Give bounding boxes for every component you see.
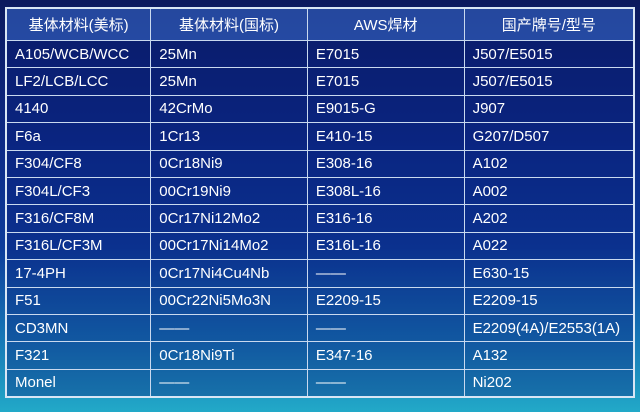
table-row: F51 00Cr22Ni5Mo3N E2209-15 E2209-15 xyxy=(5,286,635,315)
table-cell: CD3MN xyxy=(5,313,152,343)
table-cell: J507/E5015 xyxy=(463,39,635,69)
table-row: F316/CF8M 0Cr17Ni12Mo2 E316-16 A202 xyxy=(5,204,635,233)
table-cell: A102 xyxy=(463,149,635,178)
table-cell: E347-16 xyxy=(306,341,465,370)
column-header: 基体材料(国标) xyxy=(150,7,308,41)
table-cell: E2209-15 xyxy=(306,286,465,315)
table-row: F321 0Cr18Ni9Ti E347-16 A132 xyxy=(5,341,635,370)
table-cell: F316/CF8M xyxy=(5,204,152,233)
table-cell: E2209-15 xyxy=(463,286,635,315)
table-cell: 25Mn xyxy=(150,67,308,96)
table-cell: —— xyxy=(306,368,465,398)
table-cell: 00Cr17Ni14Mo2 xyxy=(150,231,308,261)
table-row: 17-4PH 0Cr17Ni4Cu4Nb —— E630-15 xyxy=(5,259,635,288)
table-cell: 0Cr18Ni9Ti xyxy=(150,341,308,370)
table-cell: J907 xyxy=(463,94,635,124)
table-cell: A002 xyxy=(463,176,635,206)
table-cell: 00Cr22Ni5Mo3N xyxy=(150,286,308,315)
table-row: F304/CF8 0Cr18Ni9 E308-16 A102 xyxy=(5,149,635,178)
table-row: 4140 42CrMo E9015-G J907 xyxy=(5,94,635,124)
table-cell: LF2/LCB/LCC xyxy=(5,67,152,96)
table-cell: E7015 xyxy=(306,39,465,69)
table-cell: 17-4PH xyxy=(5,259,152,288)
table-cell: A132 xyxy=(463,341,635,370)
table-cell: 0Cr18Ni9 xyxy=(150,149,308,178)
table-cell: J507/E5015 xyxy=(463,67,635,96)
table-cell: 4140 xyxy=(5,94,152,124)
table-cell: E7015 xyxy=(306,67,465,96)
table-row: A105/WCB/WCC 25Mn E7015 J507/E5015 xyxy=(5,39,635,69)
table-cell: 0Cr17Ni12Mo2 xyxy=(150,204,308,233)
table-cell: 42CrMo xyxy=(150,94,308,124)
table-cell: —— xyxy=(306,313,465,343)
welding-material-table: 基体材料(美标) 基体材料(国标) AWS焊材 国产牌号/型号 A105/WCB/WC… xyxy=(5,7,635,399)
header-row: 基体材料(美标) 基体材料(国标) AWS焊材 国产牌号/型号 xyxy=(5,7,635,41)
table-row: F6a 1Cr13 E410-15 G207/D507 xyxy=(5,122,635,151)
table-cell: E316L-16 xyxy=(306,231,465,261)
table-cell: 25Mn xyxy=(150,39,308,69)
table-cell: A105/WCB/WCC xyxy=(5,39,152,69)
table-cell: E316-16 xyxy=(306,204,465,233)
table-cell: —— xyxy=(150,368,308,398)
table-cell: F51 xyxy=(5,286,152,315)
column-header: 基体材料(美标) xyxy=(5,7,152,41)
table-cell: E2209(4A)/E2553(1A) xyxy=(463,313,635,343)
table-cell: F6a xyxy=(5,122,152,151)
table-cell: 1Cr13 xyxy=(150,122,308,151)
table-cell: E630-15 xyxy=(463,259,635,288)
table-row: Monel —— —— Ni202 xyxy=(5,368,635,398)
table-cell: —— xyxy=(150,313,308,343)
table-cell: 0Cr17Ni4Cu4Nb xyxy=(150,259,308,288)
table-cell: —— xyxy=(306,259,465,288)
table-row: LF2/LCB/LCC 25Mn E7015 J507/E5015 xyxy=(5,67,635,96)
table-cell: E410-15 xyxy=(306,122,465,151)
table-cell: Monel xyxy=(5,368,152,398)
table-cell: Ni202 xyxy=(463,368,635,398)
table-cell: A022 xyxy=(463,231,635,261)
table-cell: G207/D507 xyxy=(463,122,635,151)
table-cell: E9015-G xyxy=(306,94,465,124)
table-cell: 00Cr19Ni9 xyxy=(150,176,308,206)
table-cell: A202 xyxy=(463,204,635,233)
table-cell: F316L/CF3M xyxy=(5,231,152,261)
table-cell: F304L/CF3 xyxy=(5,176,152,206)
table-row: CD3MN —— —— E2209(4A)/E2553(1A) xyxy=(5,313,635,343)
table-row: F304L/CF3 00Cr19Ni9 E308L-16 A002 xyxy=(5,176,635,206)
table-row: F316L/CF3M 00Cr17Ni14Mo2 E316L-16 A022 xyxy=(5,231,635,261)
table-cell: F321 xyxy=(5,341,152,370)
table-cell: E308-16 xyxy=(306,149,465,178)
table-cell: F304/CF8 xyxy=(5,149,152,178)
table-cell: E308L-16 xyxy=(306,176,465,206)
column-header: 国产牌号/型号 xyxy=(463,7,635,41)
column-header: AWS焊材 xyxy=(306,7,465,41)
